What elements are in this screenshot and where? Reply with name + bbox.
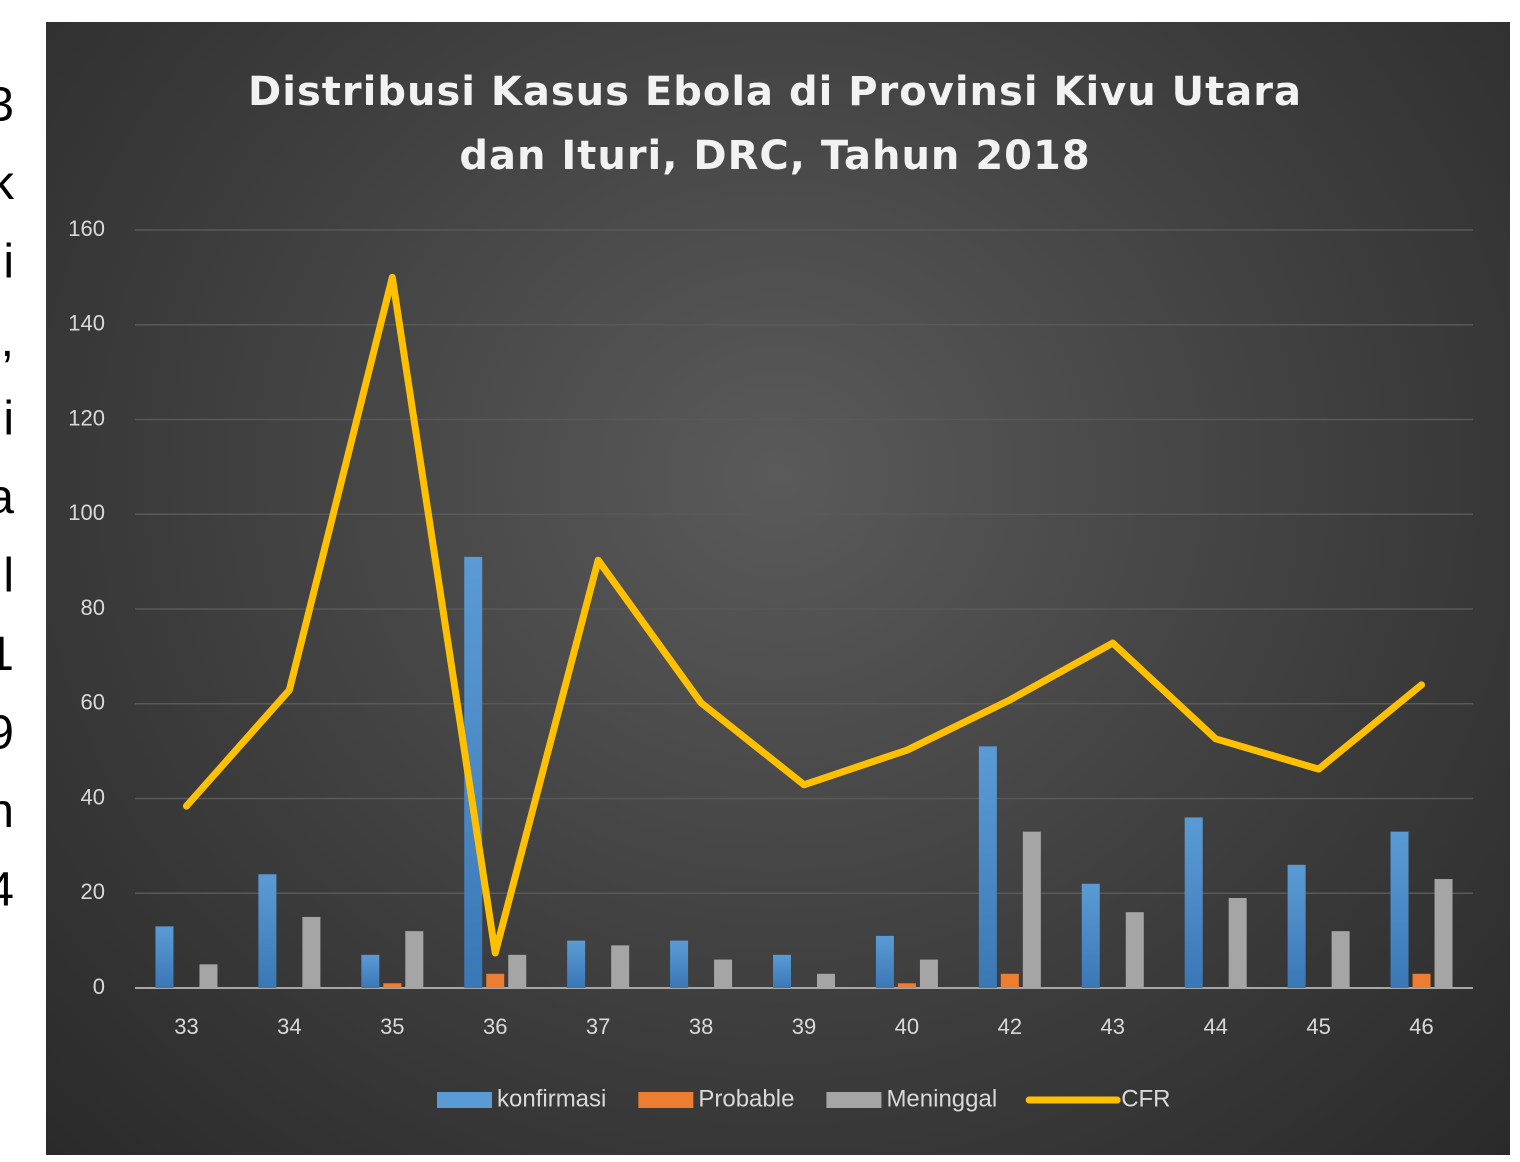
y-tick-label: 60 (81, 690, 105, 715)
x-tick-label: 46 (1409, 1014, 1433, 1039)
x-tick-label: 36 (483, 1014, 507, 1039)
bar (1228, 897, 1247, 988)
bar (1184, 817, 1203, 988)
line (182, 273, 1426, 957)
legend-label: konfirmasi (497, 1085, 606, 1112)
legend-label: Probable (698, 1085, 794, 1112)
x-tick-label: 34 (277, 1014, 301, 1039)
legend-swatch (638, 1092, 694, 1108)
margin-text: k (0, 157, 15, 210)
bar (258, 874, 277, 988)
y-tick-label: 140 (68, 311, 105, 336)
margin-text: 9 (0, 707, 14, 760)
bar (670, 940, 689, 988)
bar (817, 973, 835, 988)
x-tick-label: 40 (895, 1014, 919, 1039)
bar (383, 983, 402, 988)
bar (611, 945, 630, 988)
bar (978, 746, 997, 988)
bar (361, 954, 380, 988)
margin-text: i (3, 236, 14, 289)
y-tick-label: 0 (93, 974, 105, 999)
margin-text: n (0, 785, 14, 838)
y-tick-label: 160 (68, 216, 105, 241)
legend-swatch (826, 1092, 882, 1108)
bar (155, 926, 174, 988)
x-tick-label: 43 (1101, 1014, 1125, 1039)
margin-text: a (0, 471, 14, 524)
x-tick-label: 37 (586, 1014, 610, 1039)
bar (405, 931, 424, 988)
legend-swatch (437, 1092, 492, 1108)
bar (1331, 931, 1350, 988)
bar (1000, 973, 1019, 988)
margin-text: 4 (0, 864, 14, 917)
bar (567, 940, 586, 988)
x-tick-label: 45 (1306, 1014, 1330, 1039)
y-tick-label: 120 (68, 405, 105, 430)
bar (486, 973, 505, 988)
x-tick-label: 39 (792, 1014, 816, 1039)
bar (1081, 883, 1100, 988)
x-tick-label: 38 (689, 1014, 713, 1039)
y-tick-label: 20 (81, 879, 105, 904)
legend-label: Meninggal (886, 1085, 997, 1112)
x-tick-label: 33 (174, 1014, 198, 1039)
bar (897, 983, 916, 988)
bar (773, 954, 791, 988)
x-tick-label: 35 (380, 1014, 404, 1039)
bar (1412, 973, 1431, 988)
bar (919, 959, 938, 988)
y-tick-label: 100 (68, 500, 105, 525)
y-tick-label: 80 (81, 595, 105, 620)
bar (199, 964, 218, 988)
margin-text: 3 (0, 79, 14, 132)
bar (1022, 831, 1041, 988)
bar (1434, 879, 1453, 988)
bar (302, 916, 321, 988)
x-tick-label: 44 (1203, 1014, 1227, 1039)
bar (714, 959, 733, 988)
y-tick-label: 40 (81, 784, 105, 809)
margin-text: l (3, 550, 14, 603)
bar (1287, 864, 1306, 988)
bar (1125, 912, 1144, 988)
margin-text: i (3, 393, 14, 446)
bar (508, 954, 527, 988)
margin-text: , (1, 314, 14, 367)
chart-title: Distribusi Kasus Ebola di Provinsi Kivu … (248, 69, 1302, 179)
legend-label: CFR (1121, 1085, 1170, 1112)
bar (1390, 831, 1409, 988)
x-tick-label: 42 (998, 1014, 1022, 1039)
margin-text: 1 (0, 628, 14, 681)
bar (875, 935, 894, 988)
bar (464, 556, 483, 988)
